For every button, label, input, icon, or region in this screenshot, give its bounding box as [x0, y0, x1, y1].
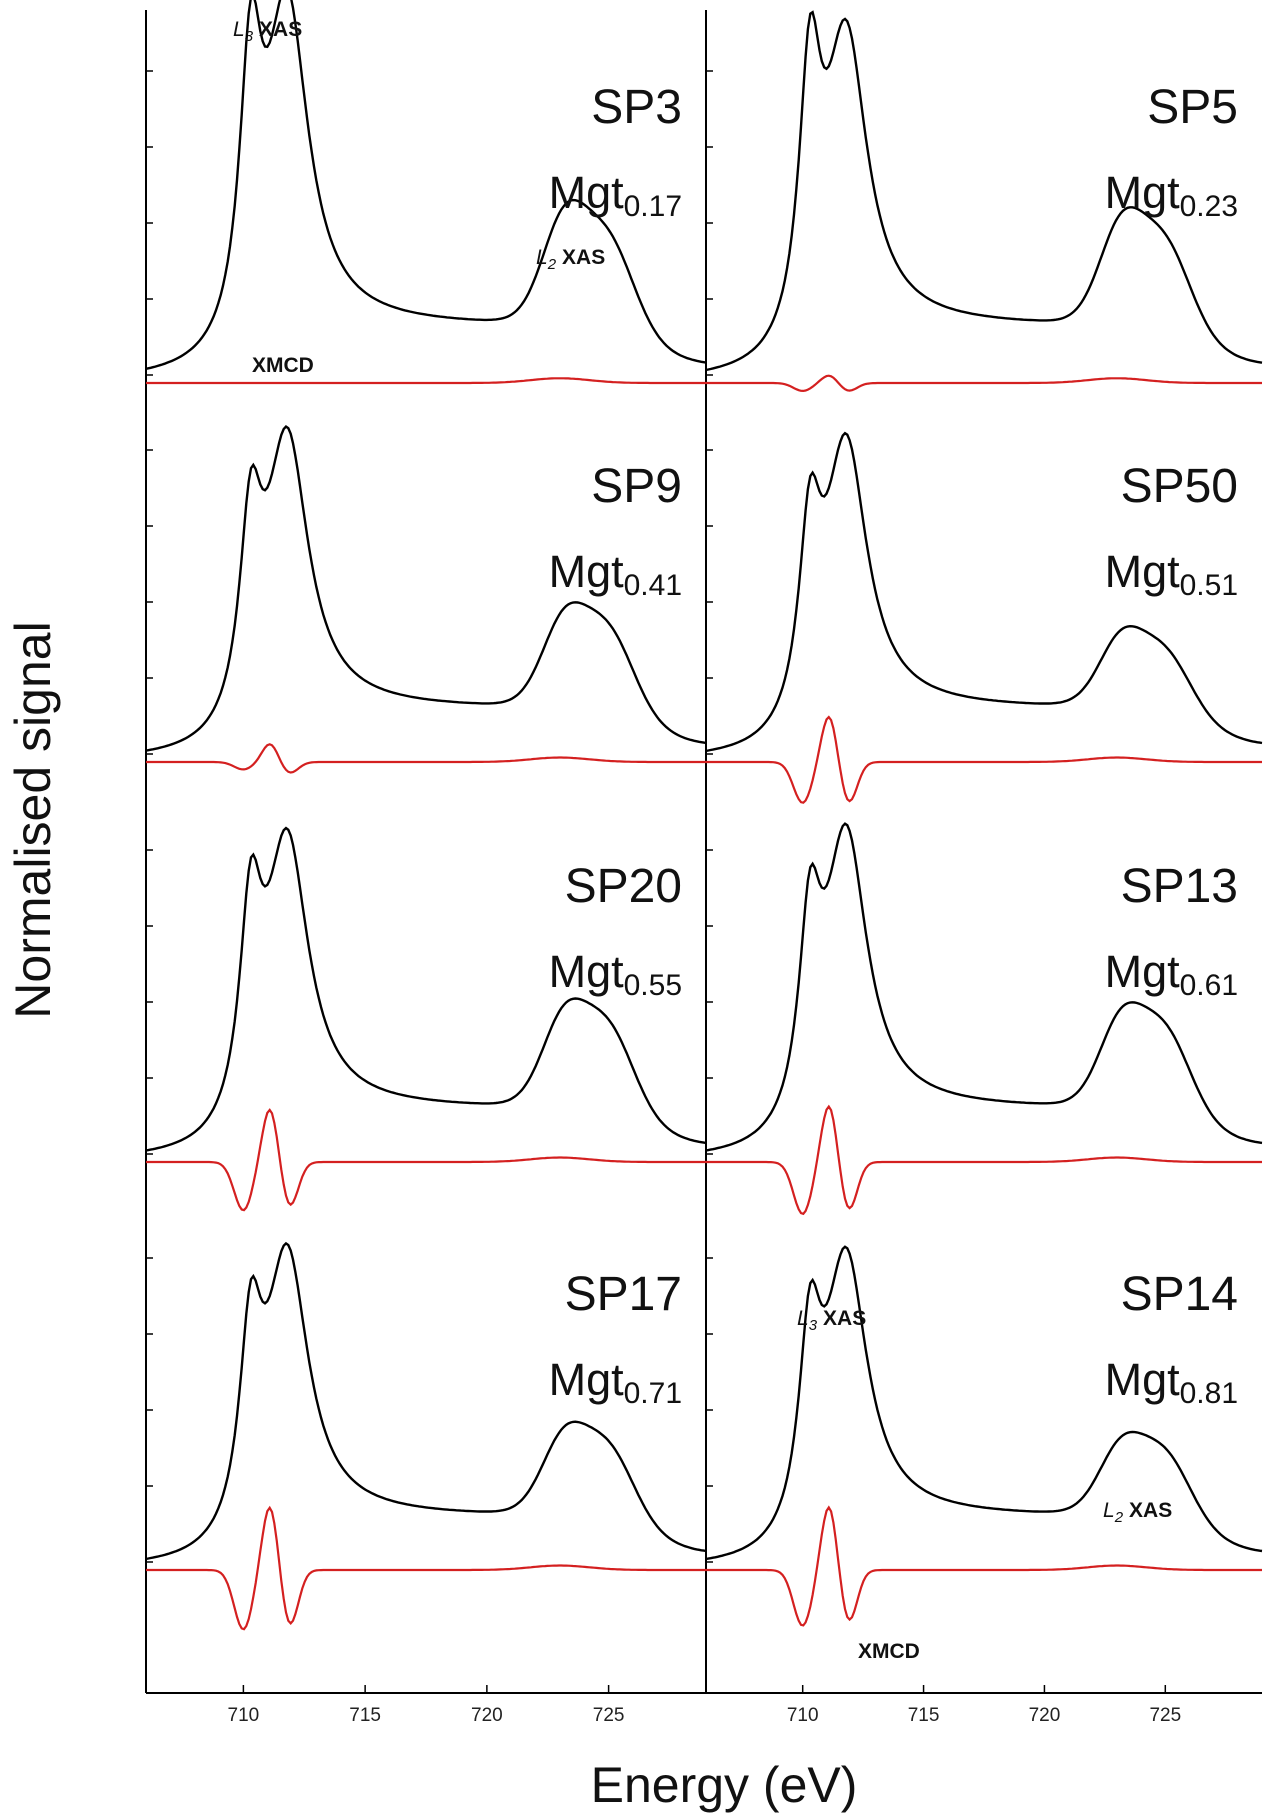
sample-label-sp3: SP3	[591, 81, 682, 134]
sp3-l2-xas-label: L2 XAS	[536, 246, 605, 273]
xas-curve-sp3	[145, 0, 707, 370]
sp14-xmcd-label: XMCD	[858, 1640, 920, 1663]
sp14-l2-xas-label: L2 XAS	[1103, 1499, 1172, 1526]
sample-label-sp13: SP13	[1121, 860, 1238, 913]
sample-label-sp20: SP20	[565, 860, 682, 913]
x-tick-label: 715	[349, 1705, 381, 1726]
xas-curve-sp14	[705, 1245, 1263, 1561]
xmcd-curve-sp5	[706, 374, 1262, 393]
x-tick-label: 720	[1029, 1705, 1061, 1726]
mgt-label-sp14: Mgt0.81	[1105, 1354, 1238, 1410]
xas-curve-sp9	[145, 425, 707, 752]
y-axis-title: Normalised signal	[5, 621, 61, 1018]
mgt-label-sp3: Mgt0.17	[549, 167, 682, 223]
xas-curve-sp50	[705, 431, 1263, 753]
x-tick-label: 720	[471, 1705, 503, 1726]
xmcd-curve-sp20	[146, 1108, 706, 1212]
xmcd-curve-sp3	[146, 377, 706, 385]
xmcd-curve-sp17	[146, 1505, 706, 1631]
mgt-label-sp20: Mgt0.55	[549, 946, 682, 1002]
x-tick-label: 710	[787, 1705, 819, 1726]
mgt-label-sp13: Mgt0.61	[1105, 946, 1238, 1002]
mgt-label-sp9: Mgt0.41	[549, 546, 682, 602]
sample-label-sp17: SP17	[565, 1268, 682, 1321]
sample-label-sp5: SP5	[1147, 81, 1238, 134]
xas-curve-sp17	[145, 1241, 707, 1561]
x-tick-label: 725	[1149, 1705, 1181, 1726]
curves	[145, 0, 1263, 1631]
xmcd-curve-sp13	[706, 1104, 1262, 1216]
x-tick-label: 710	[228, 1705, 260, 1726]
x-axis-title: Energy (eV)	[591, 1757, 858, 1813]
xas-curve-sp20	[145, 826, 707, 1152]
x-tick-label: 715	[908, 1705, 940, 1726]
xas-curve-sp5	[705, 10, 1263, 372]
sp14-l3-xas-label: L3 XAS	[797, 1307, 866, 1334]
axes-frame: 710 715 720 725 710 715 720 725	[145, 10, 1262, 1726]
x-tick-label: 725	[593, 1705, 625, 1726]
sp3-l3-xas-label: L3 XAS	[233, 18, 302, 45]
sample-label-sp9: SP9	[591, 460, 682, 513]
mgt-label-sp5: Mgt0.23	[1105, 167, 1238, 223]
xmcd-curve-sp14	[706, 1505, 1262, 1627]
panel-labels: SP3 Mgt0.17 SP5 Mgt0.23 SP9 Mgt0.41 SP50 Mgt0.5…	[549, 81, 1238, 1410]
xas-curve-sp13	[705, 822, 1263, 1152]
mgt-label-sp50: Mgt0.51	[1105, 546, 1238, 602]
sample-label-sp50: SP50	[1121, 460, 1238, 513]
sample-label-sp14: SP14	[1121, 1268, 1238, 1321]
xmcd-curve-sp50	[706, 715, 1262, 804]
xmcd-curve-sp9	[146, 743, 706, 774]
sp3-xmcd-label: XMCD	[252, 354, 314, 377]
mgt-label-sp17: Mgt0.71	[549, 1354, 682, 1410]
